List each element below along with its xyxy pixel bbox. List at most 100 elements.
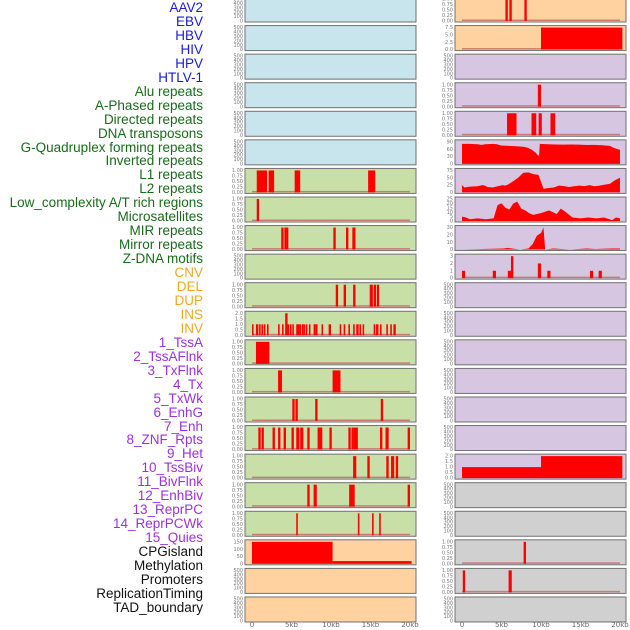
panel-background [454,482,627,509]
y-tick-label: 90 [447,139,453,145]
panel-methylation: 0.000.250.500.751.00 [442,539,627,567]
bar [321,324,324,336]
bar [272,427,275,450]
y-tick-label: 30 [447,154,453,160]
y-tick-label: 400 [233,58,243,64]
area-series [462,201,620,221]
bar [462,570,466,593]
track-label: G-Quadruplex forming repeats [20,139,203,155]
panel-background [244,82,417,109]
y-tick-label: 20 [447,201,453,207]
track-label: Directed repeats [103,111,203,127]
bar [547,270,551,279]
bar [537,84,541,107]
track-label: 10_TssBiv [141,460,203,476]
bar [372,513,374,536]
area-series [462,172,620,193]
panel-ins: 0.00.51.01.52.0 [235,310,417,339]
y-tick-label: 25 [447,183,453,189]
panel-background [454,282,627,309]
baseline [462,19,620,21]
bar [348,324,350,336]
track-label: CNV [174,265,203,281]
panel-background [244,282,417,309]
y-tick-label: 0.25 [442,585,453,591]
panel-low-complexity-a-t-rich-regions: 0.000.250.500.751.00 [232,196,417,225]
panel-8-znf-rpts: 0.00.51.01.52.0 [445,453,627,482]
bar [328,324,331,336]
track-label: TAD_boundary [113,599,203,615]
y-tick-label: 1.00 [232,511,243,517]
bar [349,484,355,507]
track-label: 1_TssA [158,334,203,350]
y-tick-label: 1.00 [442,0,453,3]
y-tick-label: 0.50 [232,179,243,185]
y-tick-label: 2 [450,261,453,267]
y-tick-label: 300 [233,577,243,583]
track-label: A-Phased repeats [94,97,203,113]
y-tick-label: 15 [447,205,453,211]
track-label: INS [180,306,203,322]
baseline [252,476,410,479]
bar [368,170,376,193]
panel-background [244,453,417,480]
y-tick-label: 0 [450,219,453,225]
bar [589,270,594,279]
y-tick-label: 0 [240,133,243,139]
panel-background [454,53,627,80]
y-tick-label: 0.25 [442,127,453,133]
track-label: DEL [176,279,203,294]
bar [357,513,360,536]
y-tick-label: 500 [443,282,453,288]
y-tick-label: 200 [233,96,243,102]
y-tick-label: 300 [233,605,243,611]
y-tick-label: 0 [450,504,453,510]
y-tick-label: 200 [233,38,243,44]
y-tick-label: 100 [443,614,453,620]
y-tick-label: 1.00 [232,425,243,431]
bar [252,324,254,336]
y-tick-label: 1.00 [232,339,243,345]
track-label: Microsatellites [117,209,203,225]
y-tick-label: 300 [233,120,243,126]
y-tick-label: 0.00 [442,133,453,139]
y-tick-label: 30 [447,225,453,231]
panel-mir-repeats: 0.000.250.500.751.00 [232,225,417,253]
track-label: Low_complexity A/T rich regions [9,195,203,211]
y-tick-label: 0 [240,619,243,625]
y-tick-label: 100 [233,43,243,49]
y-tick-label: 400 [443,601,453,607]
x-tick-label: 20kb [401,621,419,629]
panel-background [244,567,417,594]
baseline [252,305,410,307]
bar [335,284,339,307]
y-tick-label: 100 [443,414,453,420]
y-tick-label: 0.00 [442,561,453,567]
y-tick-label: 200 [443,67,453,73]
bar [301,324,304,336]
bar [379,324,382,336]
bar [289,324,292,336]
track-label: HBV [175,27,203,43]
x-tick-label: 5kb [495,621,509,629]
y-tick-label: 200 [443,324,453,330]
bar [263,324,266,336]
bar [255,324,259,336]
y-tick-label: 0.00 [232,533,243,539]
panel-background [454,367,627,394]
y-tick-label: 0.25 [232,185,243,191]
panel-background [244,253,417,280]
y-tick-label: 5 [450,214,453,220]
bar [296,513,298,536]
y-tick-label: 0.50 [232,408,243,414]
y-tick-label: 2.0 [445,454,453,460]
y-tick-label: 100 [443,500,453,506]
bar [379,427,383,450]
bar [507,270,511,279]
y-tick-label: 0 [450,619,453,625]
bar [390,324,392,336]
panel-background [244,196,417,223]
bar [492,270,496,279]
y-tick-label: 0 [240,590,243,596]
